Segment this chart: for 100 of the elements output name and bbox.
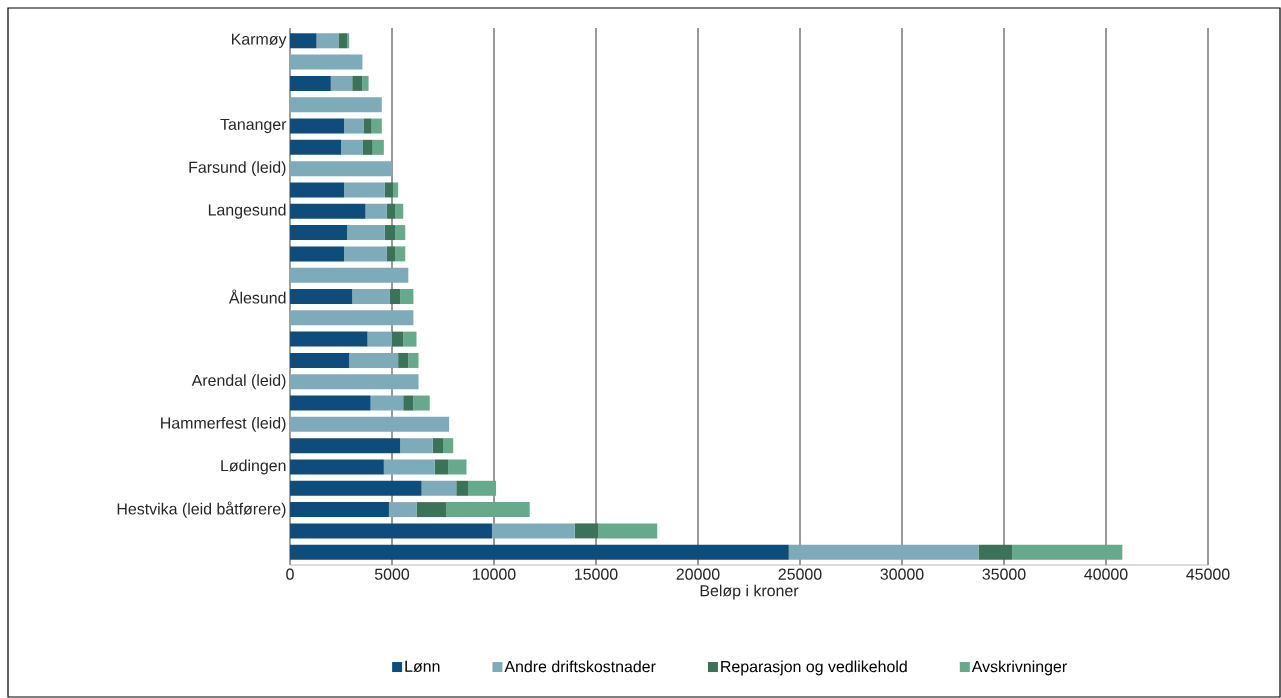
x-tick-label: 45000 — [1186, 568, 1230, 580]
x-tick-label: 25000 — [778, 568, 822, 580]
bar — [290, 97, 382, 113]
bar — [290, 374, 419, 390]
bar — [290, 523, 492, 539]
bar — [395, 203, 404, 219]
bar — [290, 33, 317, 49]
bar — [290, 459, 384, 475]
bar — [290, 502, 389, 518]
bar — [446, 502, 530, 518]
bar — [344, 118, 364, 134]
bar — [434, 459, 449, 475]
bar — [290, 246, 345, 262]
x-tick-label: 20000 — [676, 568, 720, 580]
bar — [386, 246, 396, 262]
bar — [290, 54, 363, 70]
bar — [290, 225, 348, 241]
x-tick-label: 15000 — [575, 568, 618, 580]
legend-label: Andre driftskostnader — [504, 660, 656, 673]
y-tick-label: Hestvika (leid båtførere) — [117, 501, 286, 518]
bar — [384, 225, 396, 241]
bar — [491, 523, 575, 539]
bar — [330, 75, 353, 91]
bar — [290, 416, 450, 432]
bar — [316, 33, 339, 49]
bar — [416, 502, 447, 518]
bar — [352, 75, 363, 91]
x-tick-label: 0 — [286, 568, 294, 580]
bar — [395, 225, 406, 241]
bar — [400, 438, 433, 454]
bar — [456, 480, 469, 496]
x-tick-label: 10000 — [473, 568, 516, 580]
bar — [371, 118, 382, 134]
bar — [362, 75, 369, 91]
y-tick-label: Arendal (leid) — [191, 374, 286, 390]
bar — [788, 544, 979, 560]
bar — [290, 395, 371, 411]
bar — [448, 459, 467, 475]
legend-label: Avskrivninger — [971, 660, 1067, 676]
bar — [978, 544, 1013, 560]
bar — [290, 331, 368, 347]
y-tick-label: Karmøy — [232, 33, 287, 48]
bar — [341, 139, 363, 155]
bar — [349, 352, 399, 368]
bar — [290, 480, 422, 496]
bar — [408, 352, 419, 368]
bar — [468, 480, 497, 496]
bar — [290, 544, 789, 560]
y-tick-label: Langesund — [208, 203, 286, 219]
bar — [290, 75, 331, 91]
bar — [367, 331, 392, 347]
bar — [290, 139, 341, 155]
bar — [389, 289, 401, 304]
bar — [443, 438, 454, 454]
bar — [344, 246, 387, 262]
bar — [400, 289, 414, 304]
bar — [362, 139, 373, 155]
bar — [388, 502, 417, 518]
bar — [290, 352, 350, 368]
y-tick-label: Ålesund — [228, 289, 286, 304]
bar — [290, 310, 414, 326]
bar — [290, 203, 366, 219]
legend-label: Lønn — [405, 660, 440, 673]
bar — [598, 523, 658, 539]
y-tick-label: Lødingen — [221, 459, 286, 475]
bar — [393, 182, 399, 198]
bar — [386, 203, 396, 219]
bar — [290, 438, 401, 454]
bar — [395, 246, 406, 262]
bar — [338, 33, 348, 49]
bar — [290, 161, 392, 177]
bar — [290, 267, 409, 283]
bar — [421, 480, 457, 496]
bar — [365, 203, 387, 219]
bar — [403, 331, 417, 347]
y-tick-label: Tananger — [220, 118, 287, 134]
bar — [392, 331, 404, 347]
legend-label: Reparasjon og vedlikehold — [721, 660, 907, 676]
y-tick-label: Farsund (leid) — [189, 161, 286, 177]
x-axis-title: Beløp i kroner — [700, 584, 799, 600]
bar — [290, 182, 345, 198]
bar — [384, 182, 394, 198]
x-tick-label: 35000 — [982, 568, 1026, 580]
bar — [352, 289, 390, 304]
bar — [398, 352, 409, 368]
x-tick-label: 5000 — [374, 568, 410, 580]
x-tick-label: 40000 — [1084, 568, 1128, 580]
bar — [1012, 544, 1123, 560]
bar — [363, 118, 372, 134]
bar — [370, 395, 404, 411]
bar — [574, 523, 599, 539]
bar — [432, 438, 443, 454]
bar — [383, 459, 435, 475]
bar — [372, 139, 384, 155]
bar — [413, 395, 430, 411]
bar — [403, 395, 414, 411]
bar — [347, 225, 385, 241]
y-tick-label: Hammerfest (leid) — [161, 416, 286, 432]
bar — [290, 118, 345, 134]
bar — [347, 33, 350, 49]
